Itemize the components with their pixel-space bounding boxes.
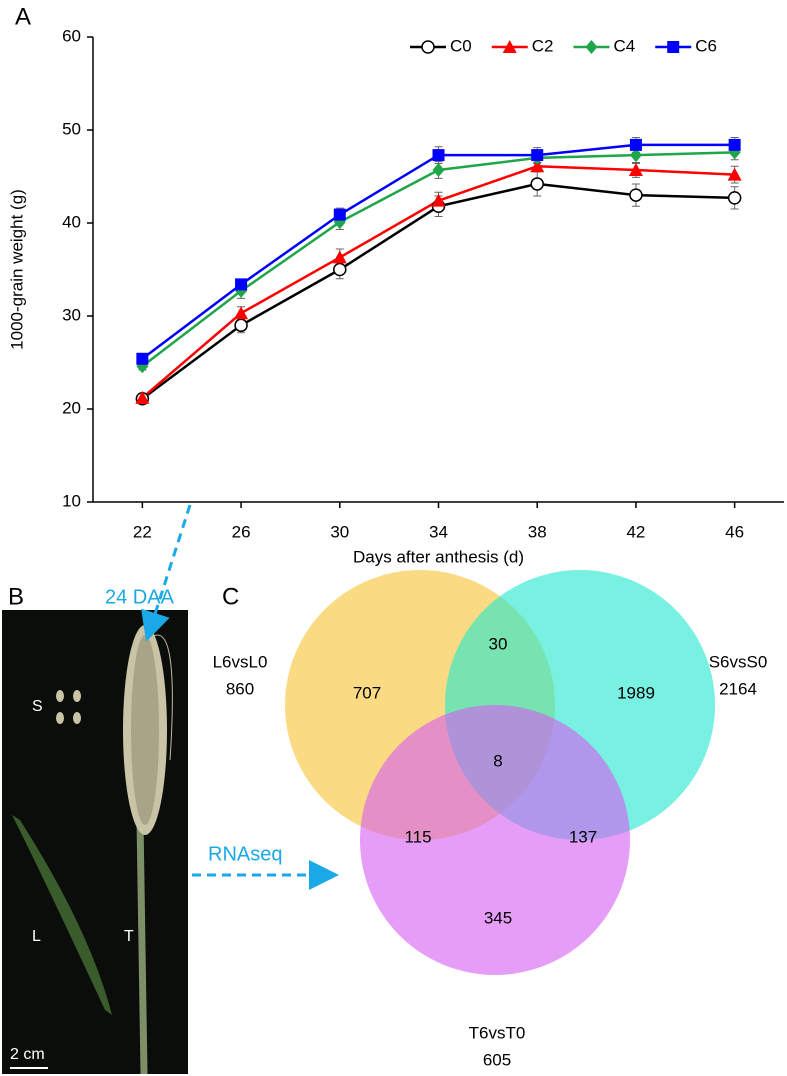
marker: [530, 177, 544, 191]
set-name: T6vsT0: [469, 1023, 526, 1042]
x-tick-label: 38: [528, 522, 547, 541]
x-tick-label: 46: [725, 522, 744, 541]
x-tick-label: 30: [330, 522, 349, 541]
y-tick-label: 60: [62, 26, 81, 45]
set-name: S6vsS0: [709, 652, 768, 671]
region-count: 345: [484, 908, 512, 927]
marker: [728, 138, 741, 151]
marker: [135, 390, 150, 404]
venn-set: [360, 705, 630, 975]
marker: [332, 250, 347, 264]
x-axis-title: Days after anthesis (d): [353, 547, 524, 566]
panel-label: C: [222, 583, 239, 610]
marker: [629, 188, 643, 202]
marker: [333, 208, 346, 221]
scale-label: 2 cm: [10, 1046, 45, 1063]
marker: [431, 193, 446, 207]
marker: [667, 41, 680, 53]
photo-label: S: [32, 698, 43, 715]
panel-label: A: [15, 3, 31, 30]
marker: [629, 148, 642, 163]
photo-label: L: [32, 928, 41, 945]
photo: S L T 2 cm: [2, 610, 188, 1075]
legend-label: C6: [695, 36, 717, 55]
marker: [432, 162, 445, 177]
marker: [530, 159, 545, 173]
region-count: 137: [569, 827, 597, 846]
method-label: RNAseq: [208, 843, 282, 865]
marker: [727, 167, 742, 181]
x-tick-label: 42: [626, 522, 645, 541]
arrow: [141, 504, 192, 642]
x-tick-label: 34: [429, 522, 448, 541]
set-total: 2164: [719, 679, 757, 698]
region-count: 30: [489, 634, 508, 653]
set-name: L6vsL0: [213, 652, 268, 671]
legend-label: C4: [613, 36, 635, 55]
marker: [235, 278, 248, 291]
y-tick-label: 30: [62, 305, 81, 324]
set-total: 605: [483, 1050, 511, 1069]
y-tick-label: 40: [62, 212, 81, 231]
y-axis-title: 1000-grain weight (g): [7, 189, 26, 350]
photo-label: T: [124, 928, 134, 945]
x-tick-label: 26: [232, 522, 251, 541]
set-total: 860: [226, 679, 254, 698]
marker: [234, 306, 249, 320]
y-tick-label: 50: [62, 119, 81, 138]
marker: [629, 138, 642, 151]
y-tick-label: 10: [62, 491, 81, 510]
marker: [234, 318, 248, 333]
stage-label: 24 DAA: [105, 586, 175, 608]
y-tick-label: 20: [62, 398, 81, 417]
marker: [136, 352, 149, 365]
marker: [421, 40, 435, 54]
marker: [432, 149, 445, 162]
marker: [333, 262, 347, 277]
marker: [585, 40, 598, 54]
marker: [727, 191, 742, 205]
region-count: 707: [353, 683, 381, 702]
region-count: 8: [493, 751, 502, 770]
x-tick-label: 22: [133, 522, 152, 541]
marker: [531, 149, 544, 162]
legend-label: C0: [450, 36, 472, 55]
marker: [502, 40, 517, 53]
marker: [628, 162, 643, 176]
region-count: 115: [404, 827, 431, 846]
panel-label: B: [8, 583, 24, 610]
region-count: 1989: [617, 683, 655, 702]
legend-label: C2: [532, 36, 554, 55]
